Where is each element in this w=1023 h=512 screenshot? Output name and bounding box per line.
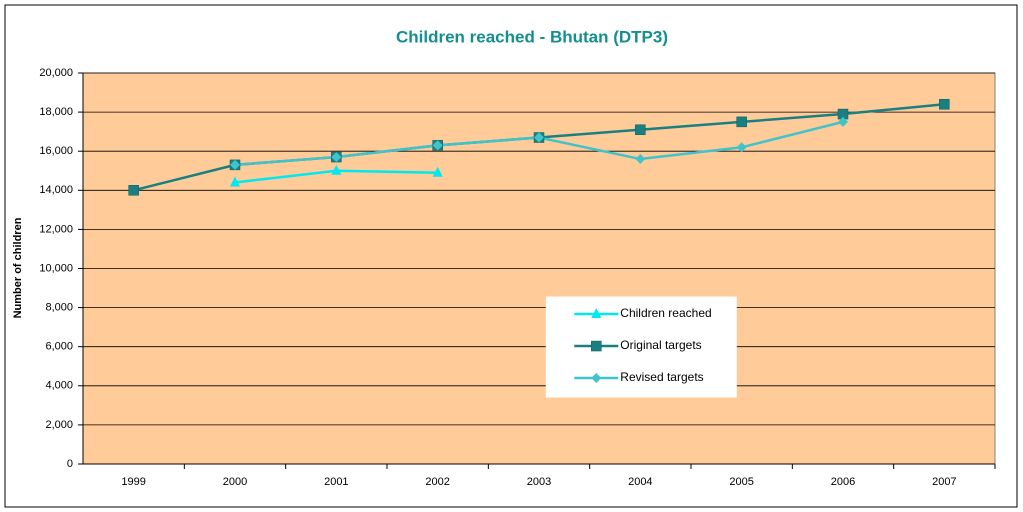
chart-title: Children reached - Bhutan (DTP3)	[396, 27, 668, 46]
y-tick-label: 16,000	[39, 145, 73, 157]
y-tick-label: 18,000	[39, 106, 73, 118]
marker	[635, 124, 646, 135]
x-tick-label: 2007	[932, 476, 956, 488]
marker	[838, 116, 848, 127]
y-tick-label: 20,000	[39, 67, 73, 79]
x-tick-label: 2006	[831, 476, 855, 488]
y-tick-label: 6,000	[45, 341, 73, 353]
marker	[432, 166, 443, 177]
marker	[128, 185, 139, 196]
y-tick-label: 0	[67, 458, 73, 470]
marker	[230, 159, 240, 170]
x-tick-label: 2004	[628, 476, 652, 488]
legend-label: Children reached	[620, 306, 711, 320]
y-tick-label: 12,000	[39, 223, 73, 235]
marker	[432, 140, 443, 151]
marker	[331, 152, 342, 163]
marker	[736, 116, 747, 128]
y-tick-label: 8,000	[45, 302, 73, 314]
y-axis-label: Number of children	[12, 217, 24, 318]
x-tick-label: 1999	[121, 476, 145, 488]
x-tick-label: 2000	[223, 476, 247, 488]
x-tick-label: 2005	[729, 476, 753, 488]
y-tick-label: 2,000	[45, 419, 73, 431]
marker	[635, 154, 646, 165]
x-tick-label: 2002	[425, 476, 449, 488]
marker	[230, 176, 240, 187]
y-tick-label: 14,000	[39, 184, 73, 196]
legend-label: Revised targets	[620, 370, 703, 384]
x-tick-label: 2003	[527, 476, 551, 488]
x-tick-label: 2001	[324, 476, 348, 488]
marker	[939, 99, 950, 110]
legend-label: Original targets	[620, 338, 701, 352]
marker	[736, 142, 747, 153]
legend-marker	[591, 340, 602, 352]
marker	[534, 132, 544, 143]
legend-marker	[591, 308, 602, 319]
marker	[331, 164, 342, 175]
legend-marker	[591, 373, 602, 384]
y-tick-label: 10,000	[39, 262, 73, 274]
y-tick-label: 4,000	[45, 380, 73, 392]
